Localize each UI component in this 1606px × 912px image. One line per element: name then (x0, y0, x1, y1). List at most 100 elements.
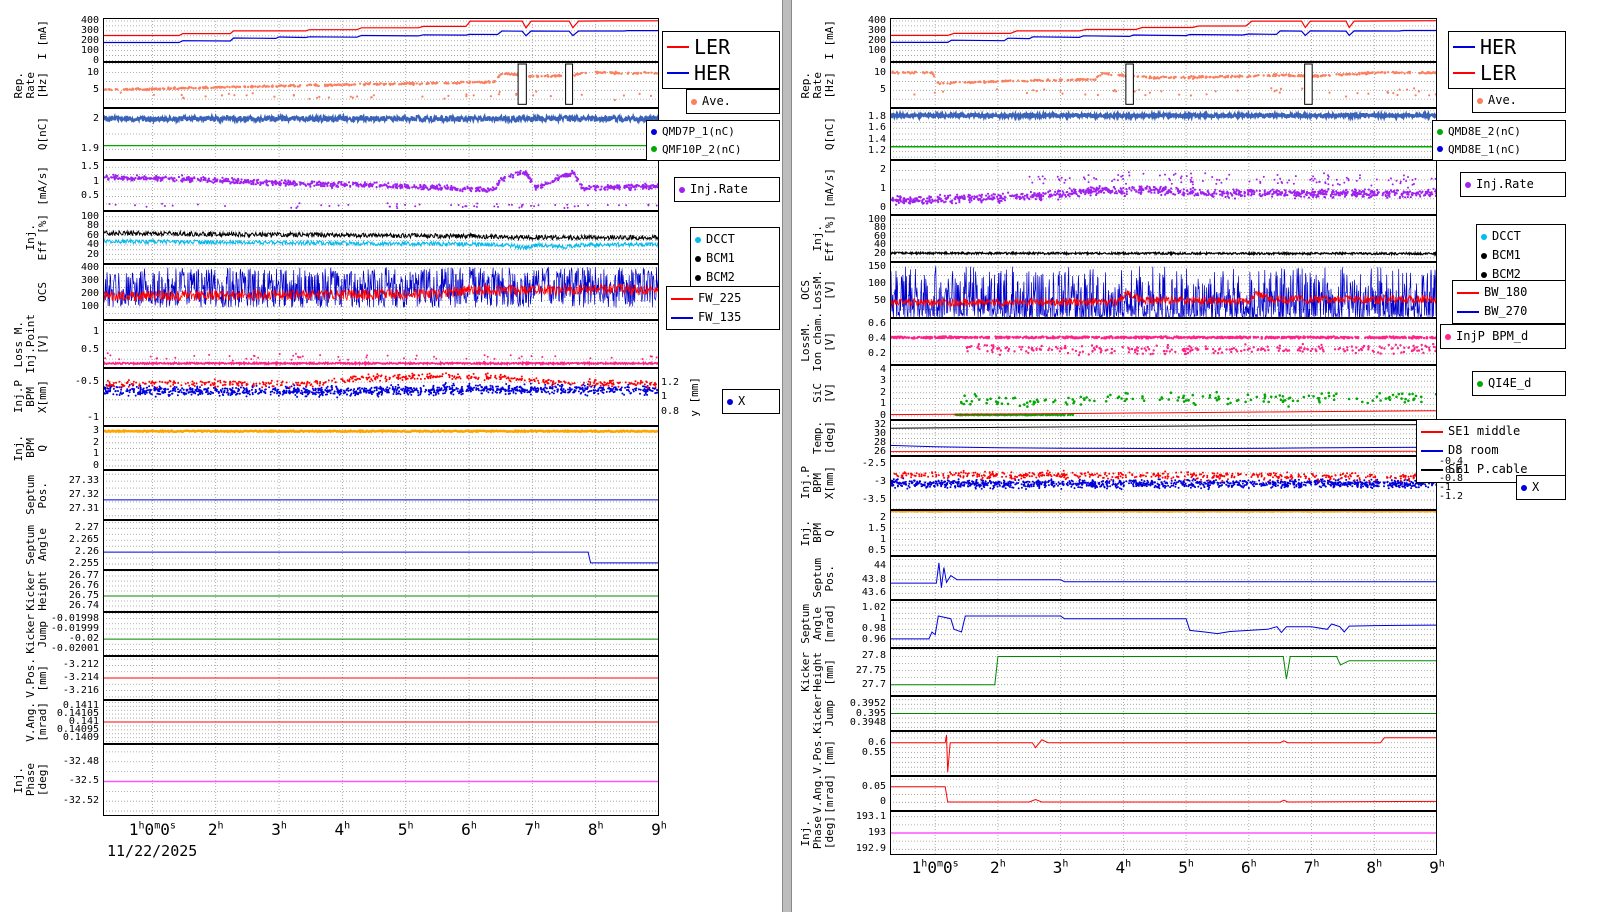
y-tick-label: 0.4 (867, 332, 886, 344)
x-tick-label: 8h (587, 820, 604, 839)
legend-label: Inj.Rate (690, 182, 748, 196)
left-plot-inj-rate (103, 160, 659, 211)
y-tick-label: 5 (92, 84, 99, 96)
y-tick-label: 1.02 (861, 602, 886, 613)
legend-label: SE1 middle (1448, 424, 1521, 438)
y-tick-label: 27.33 (68, 475, 99, 487)
x-tick-label: 9h (651, 820, 667, 839)
axis-label-kicker-jump: Kicker Jump (811, 693, 836, 734)
legend-eff: DCCT BCM1 BCM2 (690, 227, 780, 291)
right-plot-temp (890, 420, 1437, 456)
legend-dot-marker (651, 128, 657, 135)
legend-line-marker (1421, 449, 1443, 452)
legend-sic: QI4E_d (1472, 371, 1566, 397)
y-tick-label: 40 (86, 239, 99, 251)
y-tick-label: -0.01998 (50, 612, 99, 624)
y-tick-label: 26 (873, 446, 886, 458)
legend-item: BCM2 (695, 268, 775, 287)
x-tick-label: 6h (1240, 858, 1257, 877)
x-tick-label: 5h (397, 820, 414, 839)
legend-label: FW_225 (698, 291, 742, 305)
right-plot-ocs-loss (890, 262, 1437, 318)
legend-item: Ave. (1477, 91, 1561, 110)
x-tick-label: 5h (1178, 858, 1194, 877)
y-tick-label: 40 (873, 239, 886, 251)
legend-dot-marker (1445, 333, 1451, 340)
right-tick-label: -0.6 (1439, 464, 1464, 476)
legend-item: SE1 P.cable (1421, 460, 1561, 479)
y-tick-label: 100 (80, 210, 99, 222)
right-tick-label: -0.8 (1439, 473, 1464, 485)
legend-item: HER (667, 60, 775, 86)
y-tick-label: 26.76 (68, 580, 99, 591)
axis-label-kicker-height: Kicker Height [mm] (799, 652, 836, 692)
legend-dot-marker (1437, 146, 1443, 153)
axis-label-charge: Q[nC] (823, 117, 836, 151)
y-tick-label: 80 (86, 220, 99, 232)
x-tick-label: 7h (1303, 858, 1320, 877)
legend-label: DCCT (1492, 229, 1521, 243)
right-plot-current (890, 18, 1437, 62)
axis-label-rep-rate: Rep. Rate [Hz] (12, 71, 49, 99)
x-tick-label: 9h (1429, 858, 1445, 877)
right-tick-label: -1.2 (1439, 490, 1464, 502)
axis-label-injp-bpm-x: Inj.P BPM X[mm] (12, 380, 49, 414)
legend-rep-rate: Ave. (686, 89, 780, 115)
left-plot-ocs-loss (103, 264, 659, 320)
right-plot-v-pos (890, 731, 1437, 776)
y-tick-label: 2 (92, 436, 99, 448)
y-tick-label: 0.3952 (849, 698, 886, 710)
legend-charge: QMD8E_2(nC) QMD8E_1(nC) (1432, 120, 1566, 162)
y-tick-label: 0.96 (861, 634, 886, 645)
legend-label: D8 room (1448, 443, 1499, 458)
right-plot-septum-pos (890, 556, 1437, 600)
y-tick-label: 2 (879, 386, 886, 398)
y-tick-label: 26.75 (68, 590, 99, 601)
right-plot-sic (890, 365, 1437, 420)
y-tick-label: 3 (92, 425, 99, 437)
legend-label: Ave. (702, 94, 731, 108)
legend-item: QMD8E_1(nC) (1437, 141, 1561, 159)
y-tick-label: 0 (92, 54, 99, 66)
y-tick-label: 26.77 (68, 570, 99, 581)
y-tick-label: 20 (86, 248, 99, 260)
y-tick-label: 28 (873, 437, 886, 449)
legend-item: BCM1 (1481, 246, 1561, 265)
legend-dot-marker (1477, 97, 1483, 104)
y-tick-label: 192.9 (855, 843, 886, 855)
legend-item: InjP BPM_d (1445, 327, 1561, 346)
y-tick-label: 0 (92, 459, 99, 471)
panel-splitter[interactable] (782, 0, 792, 912)
axis-label-current: I [mA] (36, 20, 49, 60)
axis-label-inj-bpm-q: Inj. BPM Q (799, 519, 836, 547)
legend-label: BCM1 (706, 251, 735, 266)
legend-item: Inj.Rate (1465, 175, 1561, 194)
x-tick-label: 2h (990, 858, 1006, 877)
legend-line-marker (1453, 46, 1475, 48)
right-plot-septum-angle (890, 600, 1437, 648)
y-tick-label: 1.8 (867, 110, 886, 122)
x-tick-label: 7h (524, 820, 541, 839)
axis-label-charge: Q[nC] (36, 117, 49, 151)
axis-label-septum-pos: Septum Pos. (811, 558, 836, 598)
legend-item: FW_225 (671, 289, 775, 308)
y-tick-label: 400 (867, 14, 886, 26)
y-tick-label: 0.14105 (56, 708, 99, 720)
y-tick-label: 10 (86, 66, 99, 78)
legend-item: QMF10P_2(nC) (651, 141, 775, 159)
axis-label-inj-phase: Inj. Phase [deg] (12, 763, 49, 797)
y-tick-label: 44 (873, 560, 886, 572)
y-tick-label: 0.1411 (62, 700, 99, 712)
y-tick-label: -0.02001 (50, 643, 99, 655)
right-plot-v-ang (890, 776, 1437, 811)
y-tick-label: 43.8 (861, 573, 886, 585)
left-plot-septum-angle (103, 520, 659, 570)
legend-eff: DCCT BCM1 BCM2 (1476, 224, 1566, 288)
y-tick-label: 30 (873, 427, 886, 439)
y-tick-label: 0 (879, 202, 886, 214)
y-tick-label: 300 (80, 24, 99, 36)
y-tick-label: 2 (879, 164, 886, 176)
left-monitor-panel: 400 300 200 100 0 I [mA] 10 5 Rep. Rate [Hz] 2 1.9 Q[… (0, 0, 782, 912)
y-tick-label: 50 (873, 295, 886, 307)
